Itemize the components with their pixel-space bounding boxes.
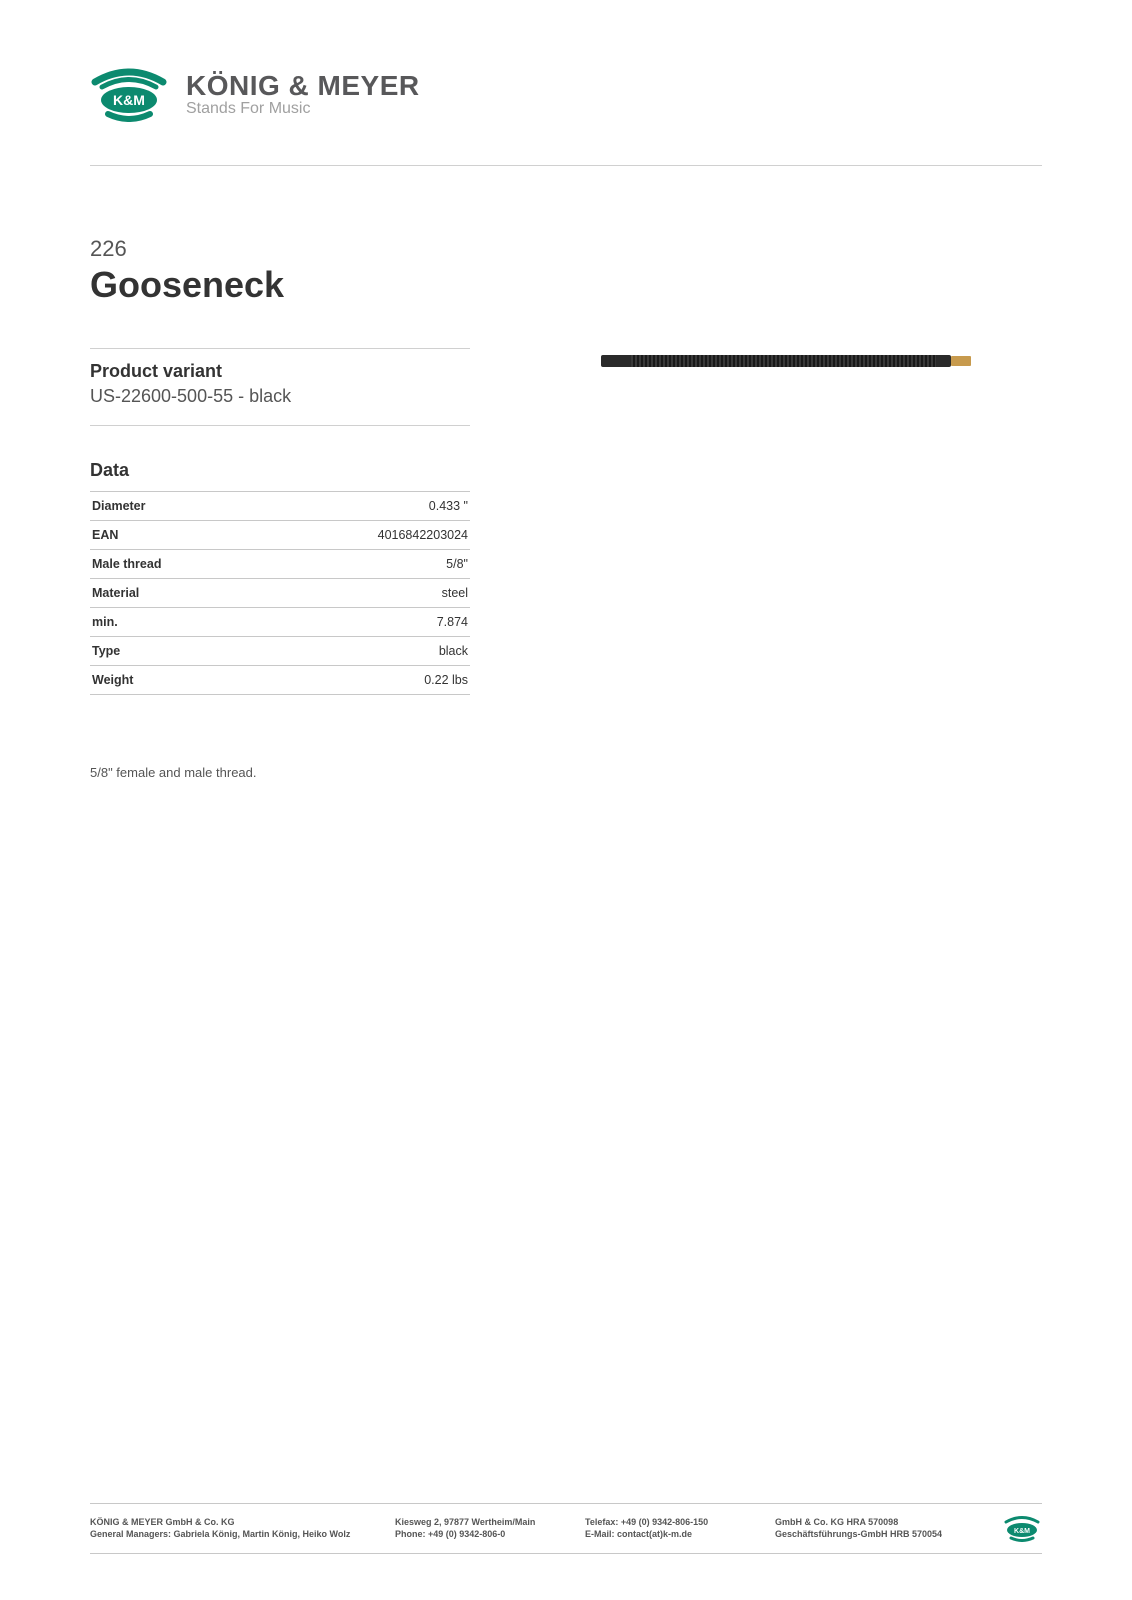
- spec-value: 4016842203024: [256, 521, 470, 550]
- footer-contact: Telefax: +49 (0) 9342-806-150 E-Mail: co…: [585, 1516, 745, 1540]
- footer-address-line: Kiesweg 2, 97877 Wertheim/Main: [395, 1517, 535, 1527]
- table-row: Weight0.22 lbs: [90, 666, 470, 695]
- gooseneck-thread-tip: [951, 356, 971, 366]
- spec-table: Diameter0.433 "EAN4016842203024Male thre…: [90, 491, 470, 695]
- svg-text:K&M: K&M: [1014, 1528, 1030, 1535]
- product-description: 5/8" female and male thread.: [90, 765, 470, 780]
- spec-label: min.: [90, 608, 256, 637]
- spec-value: black: [256, 637, 470, 666]
- svg-text:K&M: K&M: [113, 92, 145, 108]
- variant-heading: Product variant: [90, 361, 470, 382]
- spec-value: 5/8": [256, 550, 470, 579]
- product-image: [601, 352, 971, 370]
- brand-text: KÖNIG & MEYER Stands For Music: [186, 70, 420, 118]
- spec-value: 0.22 lbs: [256, 666, 470, 695]
- table-row: Diameter0.433 ": [90, 492, 470, 521]
- footer-email: E-Mail: contact(at)k-m.de: [585, 1529, 692, 1539]
- data-heading: Data: [90, 460, 470, 481]
- spec-label: Type: [90, 637, 256, 666]
- brand-name: KÖNIG & MEYER: [186, 70, 420, 102]
- km-logo-icon: K&M: [90, 60, 168, 127]
- footer-managers: General Managers: Gabriela König, Martin…: [90, 1529, 350, 1539]
- variant-value: US-22600-500-55 - black: [90, 386, 470, 407]
- variant-section: Product variant US-22600-500-55 - black: [90, 348, 470, 426]
- spec-label: EAN: [90, 521, 256, 550]
- right-column: [530, 348, 1042, 780]
- spec-label: Male thread: [90, 550, 256, 579]
- table-row: Male thread5/8": [90, 550, 470, 579]
- gooseneck-coil: [631, 355, 936, 367]
- table-row: Materialsteel: [90, 579, 470, 608]
- product-number: 226: [90, 236, 1042, 262]
- footer-phone: Phone: +49 (0) 9342-806-0: [395, 1529, 505, 1539]
- brand-tagline: Stands For Music: [186, 100, 420, 118]
- product-title: Gooseneck: [90, 264, 1042, 306]
- footer-legal: GmbH & Co. KG HRA 570098 Geschäftsführun…: [775, 1516, 960, 1540]
- table-row: EAN4016842203024: [90, 521, 470, 550]
- footer-hrb: Geschäftsführungs-GmbH HRB 570054: [775, 1529, 942, 1539]
- left-column: Product variant US-22600-500-55 - black …: [90, 348, 470, 780]
- spec-value: steel: [256, 579, 470, 608]
- km-footer-logo-icon: K&M: [1002, 1512, 1042, 1545]
- footer-hra: GmbH & Co. KG HRA 570098: [775, 1517, 898, 1527]
- spec-value: 0.433 ": [256, 492, 470, 521]
- spec-label: Material: [90, 579, 256, 608]
- footer-address: Kiesweg 2, 97877 Wertheim/Main Phone: +4…: [395, 1516, 555, 1540]
- spec-label: Weight: [90, 666, 256, 695]
- footer-company-name: KÖNIG & MEYER GmbH & Co. KG: [90, 1517, 235, 1527]
- page-footer: KÖNIG & MEYER GmbH & Co. KG General Mana…: [90, 1503, 1042, 1554]
- footer-company: KÖNIG & MEYER GmbH & Co. KG General Mana…: [90, 1516, 365, 1540]
- spec-label: Diameter: [90, 492, 256, 521]
- spec-value: 7.874: [256, 608, 470, 637]
- page-header: K&M KÖNIG & MEYER Stands For Music: [90, 60, 1042, 166]
- table-row: Typeblack: [90, 637, 470, 666]
- footer-fax: Telefax: +49 (0) 9342-806-150: [585, 1517, 708, 1527]
- table-row: min.7.874: [90, 608, 470, 637]
